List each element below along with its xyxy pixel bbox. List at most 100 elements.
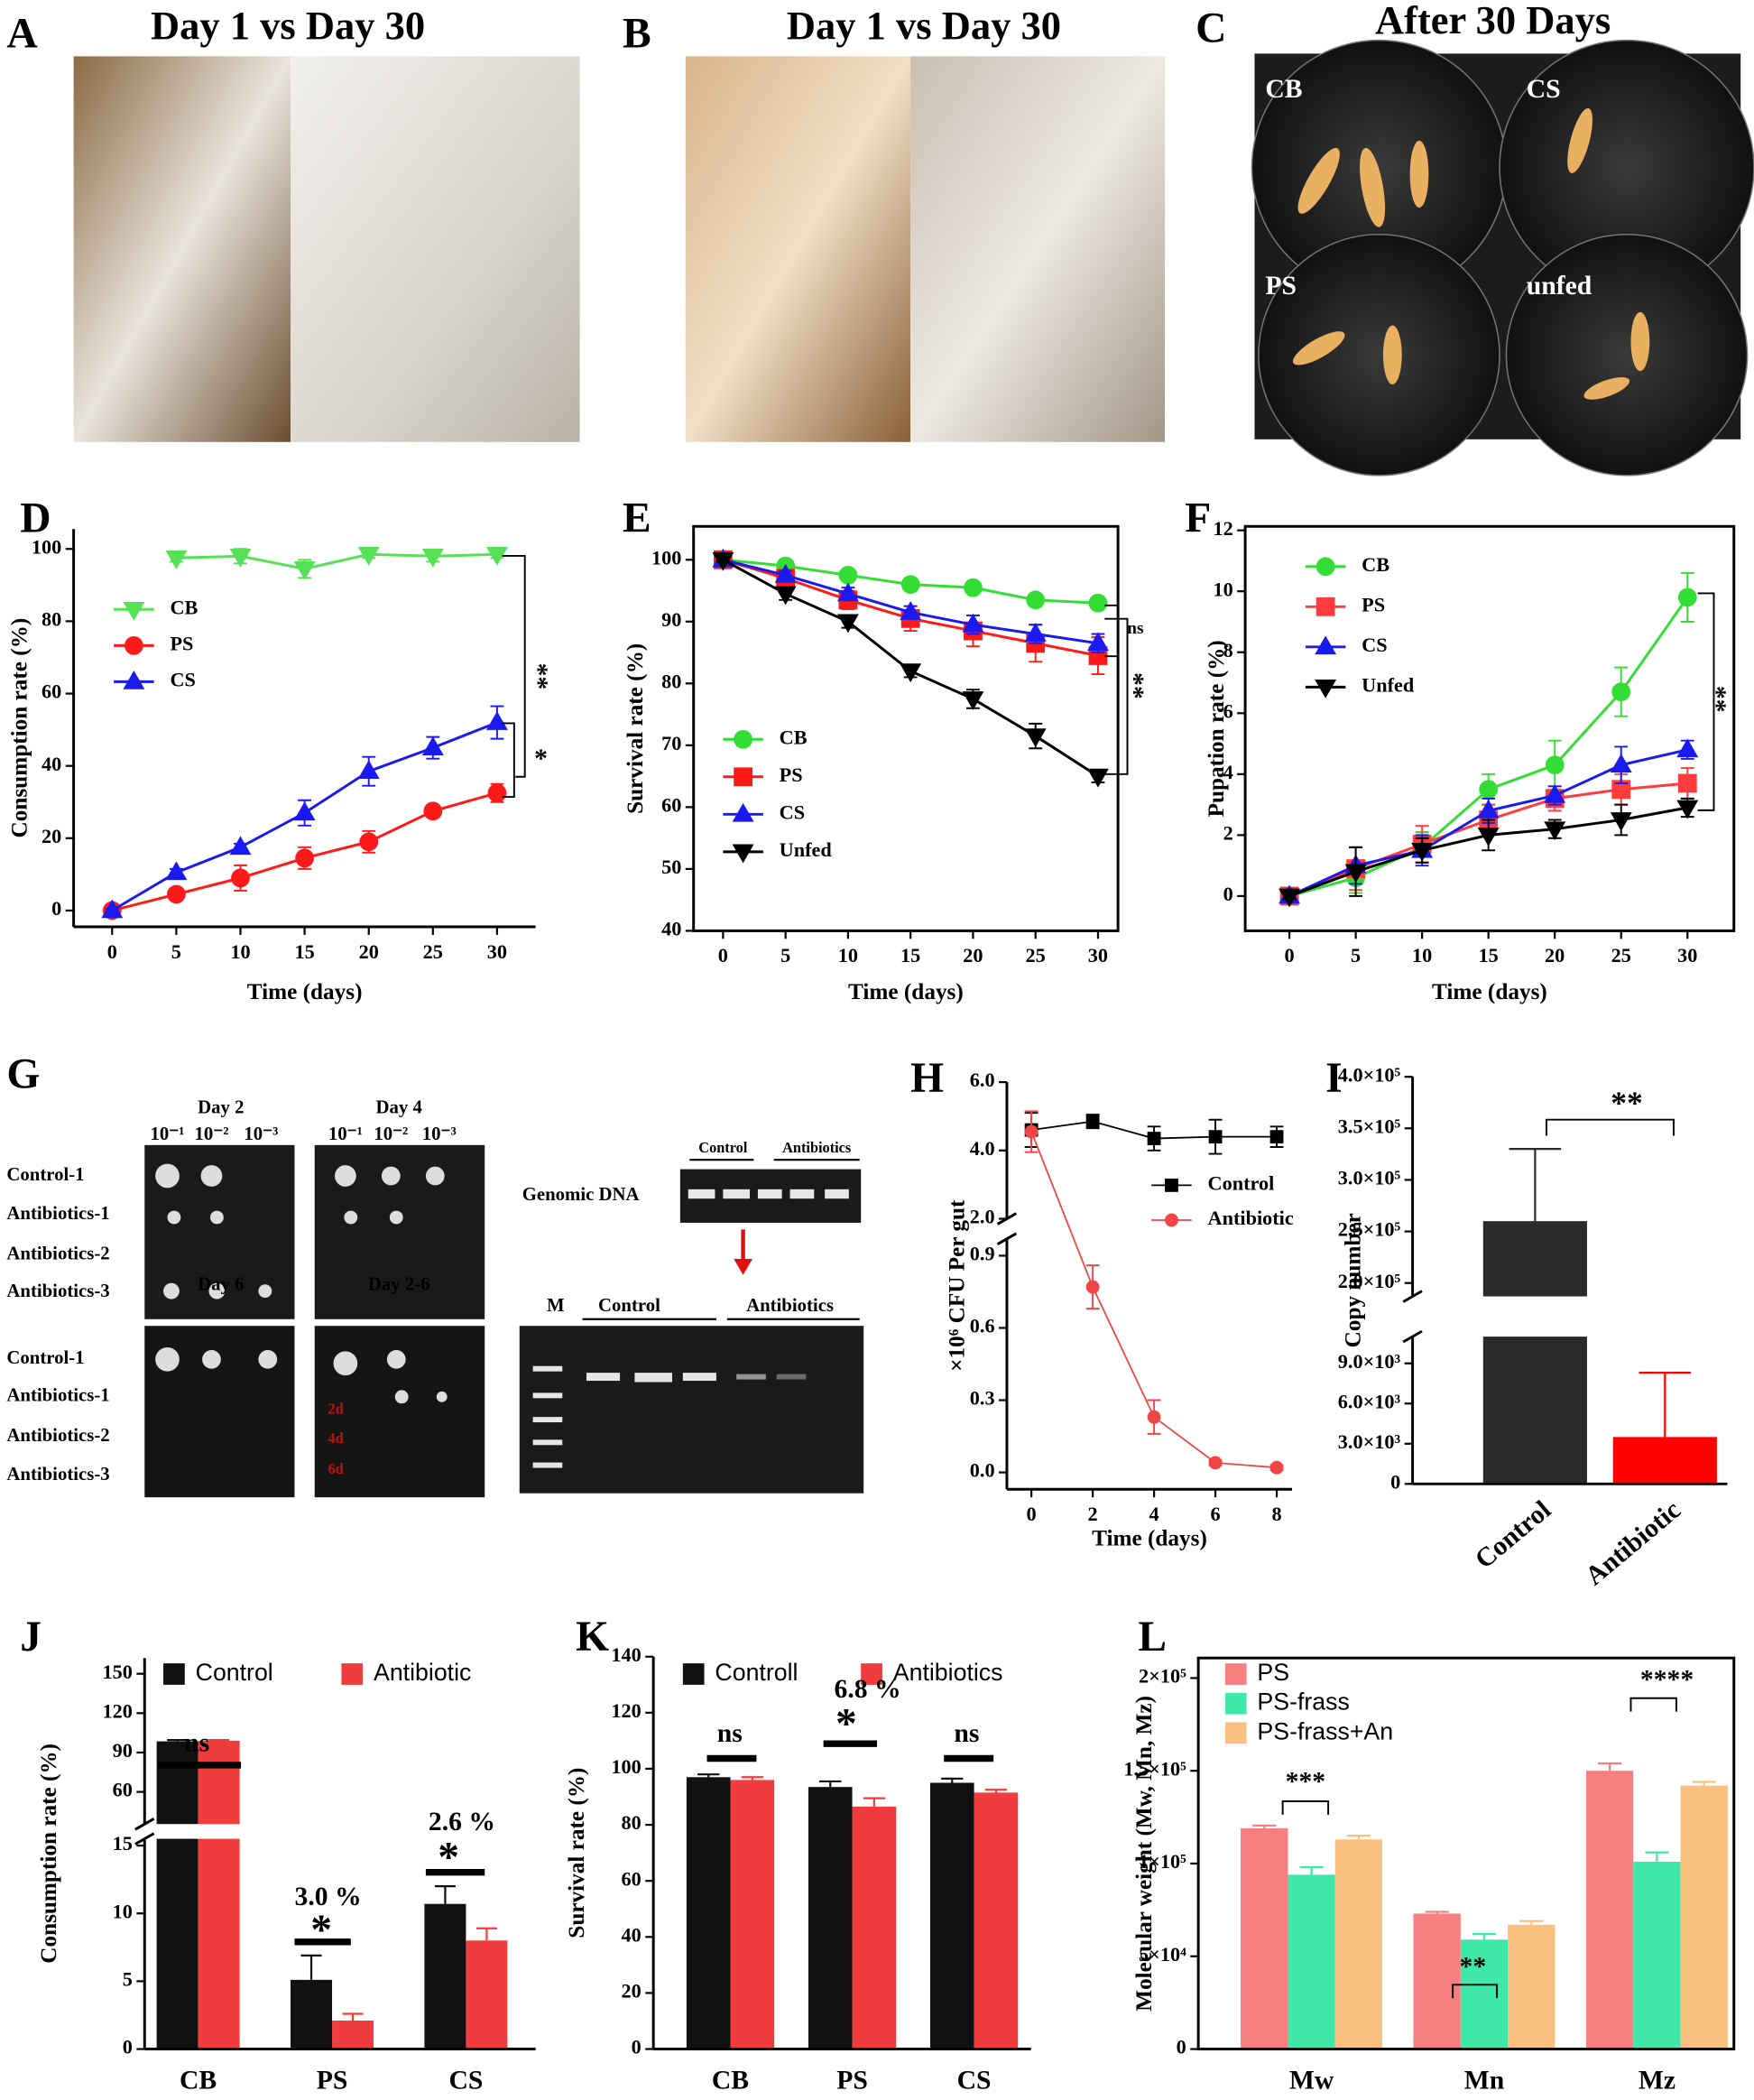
x-axis-title: Time (days): [848, 980, 964, 1004]
error-bar: [434, 1885, 456, 1904]
y-axis-title: Consumption rate (%): [37, 1744, 61, 1964]
y-axis-title: Survival rate (%): [565, 1768, 589, 1938]
marker: [1610, 754, 1632, 773]
error-bar: [1346, 1835, 1371, 1840]
annotation: **: [532, 663, 561, 690]
marker: [1610, 812, 1632, 831]
marker: [229, 836, 252, 856]
y-tick-label: 6: [1223, 699, 1233, 722]
dilution: 10⁻¹: [151, 1124, 185, 1144]
marker: [1611, 780, 1631, 800]
y-tick-label: 100: [32, 535, 61, 558]
bar: [1288, 1874, 1335, 2049]
y-axis-title: Copy number: [1342, 1213, 1366, 1347]
annotation: ns: [954, 1719, 979, 1748]
plot-frame: [1243, 524, 1736, 932]
legend-label: PS-frass: [1257, 1688, 1349, 1716]
marker: [485, 546, 508, 566]
dilution: 10⁻¹: [328, 1124, 363, 1144]
x-tick-label: CB: [712, 2066, 749, 2095]
y-tick-label: 60: [42, 680, 61, 703]
legend-swatch: [682, 1663, 705, 1685]
dilution: 10⁻³: [422, 1124, 457, 1144]
legend-label: Control: [1208, 1171, 1275, 1194]
y-tick-label: 120: [103, 1699, 133, 1722]
bar: [808, 1787, 853, 2049]
marker: [1269, 1130, 1284, 1144]
y-tick-label: 60: [622, 1867, 642, 1890]
x-tick-label: Antibiotic: [1580, 1495, 1686, 1591]
panel-letter: A: [6, 11, 37, 58]
legend-label: Antibiotic: [1208, 1207, 1294, 1229]
annotation: 2.6 %: [429, 1808, 495, 1836]
y-tick-label: 0: [1390, 1470, 1400, 1493]
error-bar: [300, 1954, 322, 1980]
gel-bands: [532, 1189, 849, 1468]
marker: [1147, 1132, 1161, 1145]
marker: [229, 548, 252, 568]
x-tick-label: 20: [359, 940, 379, 963]
day-mark: 2d: [328, 1400, 344, 1417]
y-tick-label: 90: [113, 1739, 133, 1762]
x-tick-label: 20: [1545, 944, 1565, 967]
marker: [421, 736, 444, 755]
legend-swatch: [341, 1663, 364, 1685]
panel-letter: K: [576, 1614, 609, 1661]
bar: [198, 1838, 240, 2049]
annotation: **: [1129, 672, 1158, 699]
photo-label: unfed: [1527, 272, 1592, 301]
larvae: [1292, 107, 1650, 400]
y-axis-title: Molecular weight (Mw, Mn, Mz): [1132, 1696, 1157, 2012]
y-tick-label: 0: [123, 2036, 133, 2058]
panel-letter: G: [6, 1051, 40, 1098]
bar: [1633, 1861, 1681, 2049]
x-tick-label: 2: [1088, 1503, 1098, 1525]
y-tick-label: 80: [622, 1811, 642, 1834]
y-axis-title: ×10⁶ CFU Per gut: [945, 1199, 969, 1372]
marker: [1024, 728, 1047, 748]
marker: [1165, 1178, 1178, 1192]
marker: [1677, 773, 1697, 793]
gel-group: Control: [598, 1295, 660, 1316]
y-axis: [996, 1082, 1018, 1490]
x-axis-title: Time (days): [1432, 980, 1547, 1004]
legend-label: CS: [780, 800, 805, 823]
y-tick-label: 9.0×10³: [1338, 1350, 1401, 1373]
bracket: [1281, 1800, 1330, 1815]
panel-letter: C: [1195, 5, 1226, 52]
bracket: [502, 554, 526, 778]
y-axis-title: Survival rate (%): [623, 643, 648, 814]
marker: [1344, 864, 1367, 883]
plate-day: Day 2: [198, 1097, 244, 1118]
bracket: [502, 722, 515, 798]
error-bar: [863, 1797, 886, 1807]
bar: [1482, 1337, 1587, 1485]
y-axis-title: Consumption rate (%): [8, 618, 32, 838]
error-bar: [342, 2012, 364, 2021]
gel-group: Control: [698, 1139, 748, 1156]
bracket: [1452, 1984, 1499, 1999]
x-axis-title: Time (days): [1092, 1526, 1207, 1550]
marker: [357, 546, 380, 566]
error-bar: [1252, 1824, 1277, 1828]
marker: [1477, 828, 1500, 846]
plate-day: Day 4: [376, 1097, 422, 1118]
x-tick-label: CS: [957, 2066, 992, 2095]
marker: [1479, 780, 1499, 800]
bar: [1612, 1437, 1717, 1485]
dilution: 10⁻²: [374, 1124, 408, 1144]
annotation: *: [835, 1700, 857, 1747]
marker: [712, 551, 734, 571]
x-tick-label: 0: [1285, 944, 1295, 967]
marker: [732, 802, 754, 822]
y-tick-label: 60: [661, 793, 681, 816]
legend-label: Controll: [715, 1659, 798, 1686]
y-tick-label: 50: [661, 856, 681, 878]
legend-label: Antibiotic: [374, 1659, 471, 1686]
bar: [424, 1903, 466, 2049]
marker: [1088, 646, 1108, 665]
legend-label: PS-frass+An: [1257, 1717, 1393, 1744]
marker: [485, 711, 508, 730]
group-underline: [582, 1159, 860, 1320]
legend-label: CB: [780, 726, 808, 748]
